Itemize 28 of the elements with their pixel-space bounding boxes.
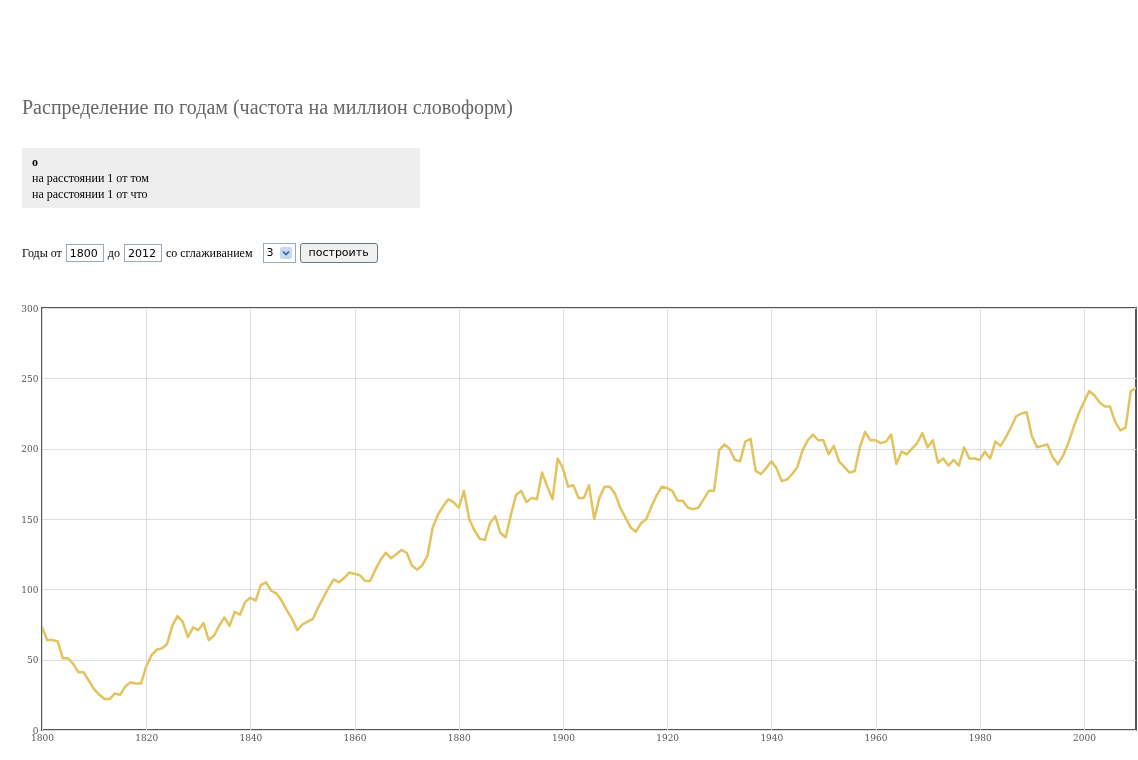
text: на расстоянии 1 от что: [32, 186, 149, 202]
text-field: 1800: [65, 244, 104, 262]
x-tick-label: 1980: [968, 732, 992, 743]
x-tick-label: 1940: [760, 732, 784, 743]
x-tick-label: 1840: [239, 732, 263, 743]
text: со сглаживанием: [165, 245, 253, 261]
x-tick-label: 1880: [447, 732, 471, 743]
y-tick-label: 250: [21, 373, 39, 384]
dropdown-field: 3: [262, 243, 296, 263]
y-tick-label: 50: [27, 655, 39, 666]
y-tick-label: 300: [21, 303, 39, 314]
text: на расстоянии 1 от том: [32, 170, 150, 186]
x-tick-label: 1920: [656, 732, 680, 743]
button: построить: [299, 243, 378, 263]
x-tick-label: 1960: [864, 732, 888, 743]
text: о: [32, 154, 39, 170]
y-tick-label: 150: [21, 514, 39, 525]
x-tick-label: 1860: [343, 732, 367, 743]
text: до: [107, 245, 120, 261]
chart-title: Распределение по годам (частота на миллион словоформ): [22, 96, 513, 119]
x-tick-label: 1820: [135, 732, 159, 743]
text: Годы от: [22, 245, 62, 261]
y-tick-label: 100: [21, 584, 39, 595]
x-tick-label: 1900: [552, 732, 576, 743]
line-series: [42, 386, 1136, 701]
x-tick-label: 2000: [1072, 732, 1097, 743]
text-field: 2012: [123, 244, 162, 262]
y-tick-label: 200: [21, 444, 39, 455]
